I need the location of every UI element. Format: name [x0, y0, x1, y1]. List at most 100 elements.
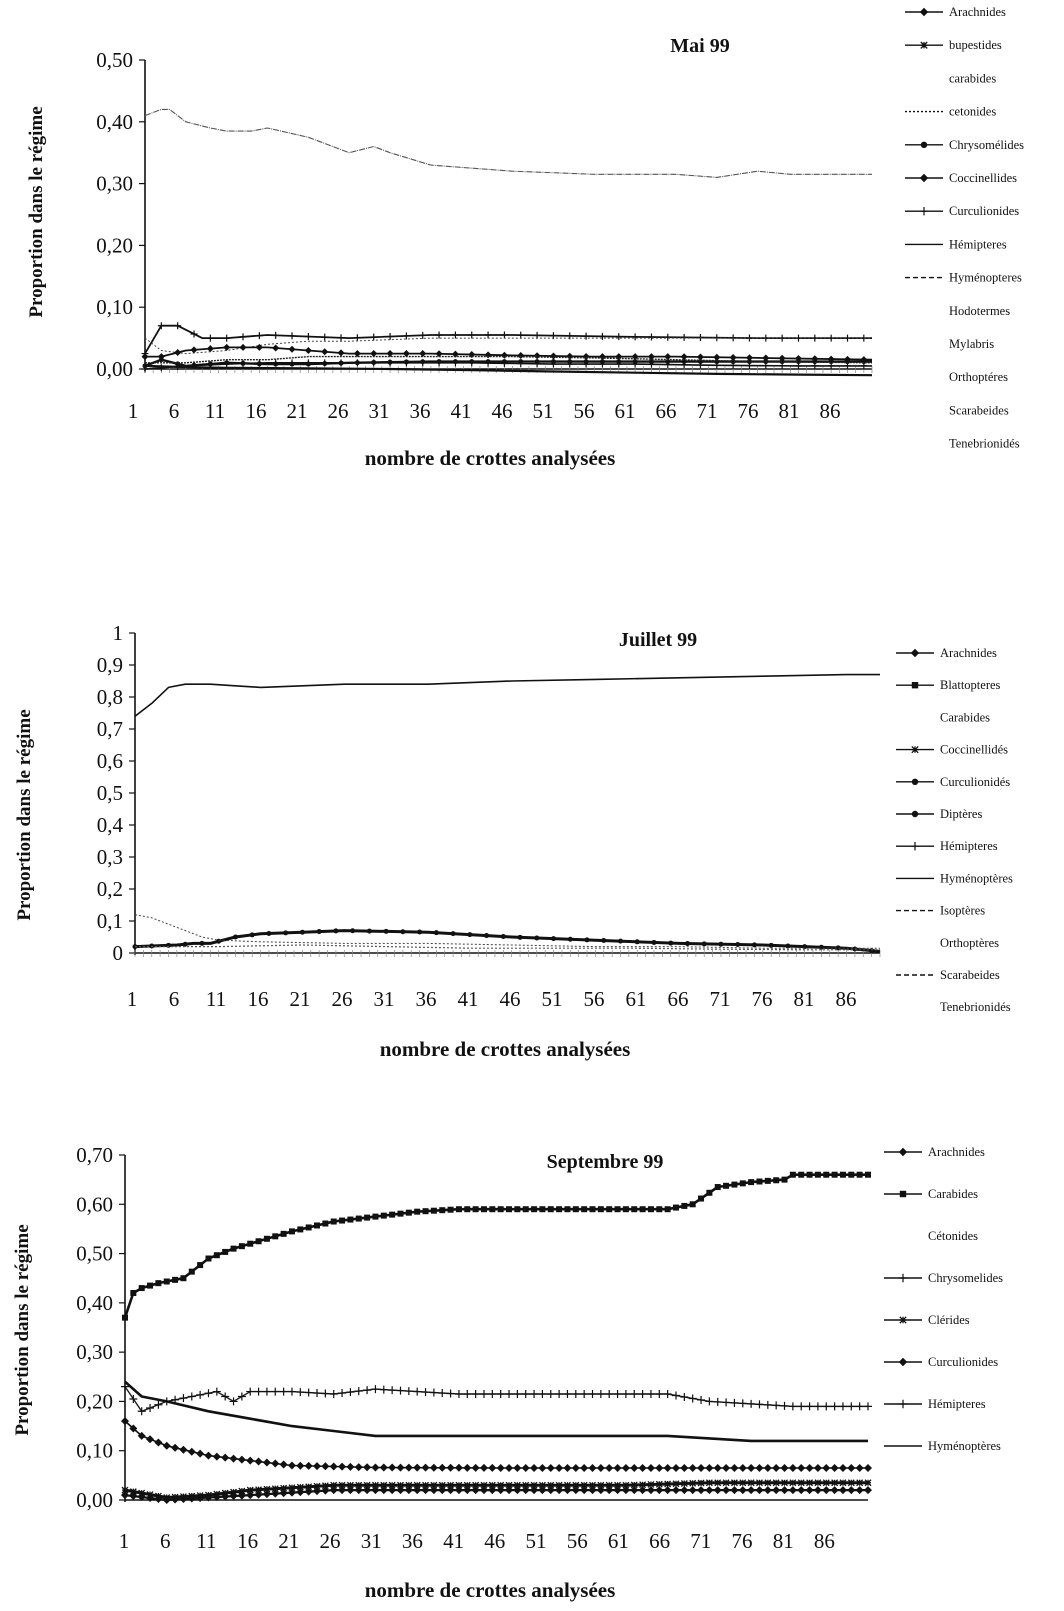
x-tick-label: 26: [332, 987, 353, 1011]
series-point: [646, 1486, 655, 1495]
series-point: [404, 1463, 413, 1472]
series-point: [513, 1481, 521, 1489]
series-point: [363, 1463, 372, 1472]
legend-marker: [919, 7, 929, 17]
series-point: [182, 941, 188, 947]
x-axis-label: nombre de crottes analysées: [380, 1037, 631, 1061]
y-tick-label: 1: [113, 621, 124, 645]
series-point: [730, 1398, 739, 1407]
series-point: [355, 1215, 362, 1222]
x-tick-label: 46: [500, 987, 521, 1011]
series-point: [572, 1206, 579, 1213]
series-point: [830, 1486, 839, 1495]
series-point: [313, 1389, 322, 1398]
series-point: [480, 1481, 488, 1489]
series-point: [689, 1201, 696, 1208]
series-point: [605, 1481, 613, 1489]
series-point: [266, 930, 272, 936]
series-point: [680, 1486, 689, 1495]
series-point: [795, 359, 801, 365]
series-point: [555, 1390, 564, 1399]
legend-marker: [920, 41, 928, 49]
series-point: [313, 1482, 321, 1490]
series-point: [363, 1486, 372, 1495]
series-point: [614, 1481, 622, 1489]
series-point: [388, 1486, 397, 1495]
series-point: [598, 332, 606, 340]
series-point: [663, 1486, 672, 1495]
series-point: [163, 1278, 170, 1285]
series-point: [479, 1390, 488, 1399]
series-point: [438, 1481, 446, 1489]
series-point: [647, 353, 655, 361]
series-point: [263, 1485, 271, 1493]
series-point: [455, 1481, 463, 1489]
y-tick-label: 0,10: [76, 1439, 113, 1463]
legend-marker: [899, 1190, 907, 1198]
series-point: [272, 344, 280, 352]
x-tick-label: 61: [608, 1529, 629, 1553]
y-tick-label: 0,00: [96, 357, 133, 381]
series-point: [346, 1388, 355, 1397]
series-point: [713, 361, 721, 369]
series-point: [280, 1484, 288, 1492]
series-point: [705, 1479, 713, 1487]
series-point: [696, 353, 704, 361]
series-line-1: [144, 108, 872, 178]
series-point: [822, 1402, 831, 1411]
series-point: [730, 1479, 738, 1487]
x-tick-label: 81: [773, 1529, 794, 1553]
series-point: [855, 1402, 864, 1411]
series-point: [179, 1445, 188, 1454]
series-point: [735, 942, 741, 948]
series-point: [304, 1388, 313, 1397]
series-point: [451, 350, 459, 358]
series-point: [671, 1486, 680, 1495]
series-point: [288, 1484, 296, 1492]
series-point: [813, 1402, 822, 1411]
series-point: [346, 1481, 354, 1489]
series-point: [513, 1463, 522, 1472]
series-point: [680, 1463, 689, 1472]
series-point: [680, 1392, 689, 1401]
series-point: [688, 1394, 697, 1403]
series-point: [421, 1388, 430, 1397]
series-point: [254, 1490, 263, 1499]
series-point: [190, 330, 198, 338]
series-point: [539, 1206, 546, 1213]
series-point: [780, 1486, 789, 1495]
series-point: [605, 1486, 614, 1495]
legend-entry: Arachnides: [949, 5, 1006, 19]
series-line-2: [144, 324, 872, 355]
series-point: [655, 1486, 664, 1495]
series-point: [321, 1462, 330, 1471]
x-tick-label: 56: [574, 399, 595, 423]
x-tick-label: 1: [127, 987, 138, 1011]
series-point: [546, 1390, 555, 1399]
legend-marker: [910, 648, 920, 658]
series-point: [756, 1178, 763, 1185]
series-point: [621, 1463, 630, 1472]
series-point: [354, 1463, 363, 1472]
series-point: [813, 1486, 822, 1495]
series-point: [154, 1438, 163, 1447]
legend-entry: Carabides: [928, 1187, 978, 1201]
series-point: [522, 1481, 530, 1489]
series-line-3: [134, 914, 880, 949]
series-point: [538, 1481, 546, 1489]
legend-marker: [898, 1357, 908, 1367]
series-point: [413, 1387, 422, 1396]
series-point: [388, 1386, 397, 1395]
series-point: [847, 1486, 856, 1495]
series-point: [321, 1486, 330, 1495]
series-point: [174, 349, 182, 357]
series-point: [656, 1206, 663, 1213]
series-point: [222, 1248, 229, 1255]
series-point: [689, 1479, 697, 1487]
series-point: [297, 1226, 304, 1233]
legend-marker: [920, 141, 928, 148]
series-point: [566, 360, 574, 368]
series-point: [505, 1481, 513, 1489]
series-point: [864, 1479, 872, 1487]
legend-entry: Coccinellides: [949, 171, 1017, 185]
